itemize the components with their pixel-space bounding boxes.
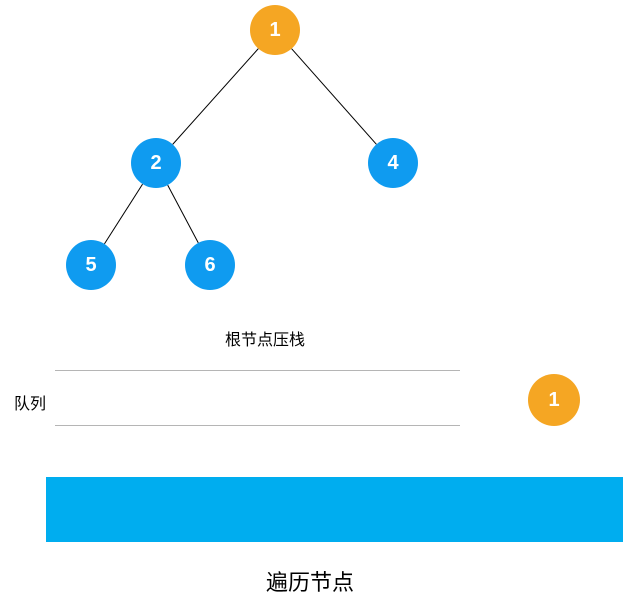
queue-bottom-line bbox=[55, 425, 460, 426]
tree-node-4: 4 bbox=[368, 138, 418, 188]
tree-node-1-label: 1 bbox=[269, 19, 280, 42]
tree-node-4-label: 4 bbox=[387, 152, 398, 175]
tree-node-5-label: 5 bbox=[85, 254, 96, 277]
result-banner bbox=[46, 477, 623, 542]
tree-node-5: 5 bbox=[66, 240, 116, 290]
push-root-label: 根节点压栈 bbox=[225, 326, 305, 350]
queue-node-1-label: 1 bbox=[548, 389, 559, 412]
tree-edge bbox=[173, 49, 259, 145]
tree-edge bbox=[104, 184, 142, 244]
queue-top-line bbox=[55, 370, 460, 371]
tree-node-1: 1 bbox=[250, 5, 300, 55]
queue-label: 队列 bbox=[14, 390, 46, 414]
tree-edge bbox=[292, 49, 377, 145]
tree-node-6-label: 6 bbox=[204, 254, 215, 277]
tree-node-2-label: 2 bbox=[150, 152, 161, 175]
tree-node-2: 2 bbox=[131, 138, 181, 188]
tree-edge bbox=[168, 185, 199, 243]
traverse-label: 遍历节点 bbox=[266, 565, 354, 597]
tree-node-6: 6 bbox=[185, 240, 235, 290]
queue-node-1: 1 bbox=[528, 374, 580, 426]
